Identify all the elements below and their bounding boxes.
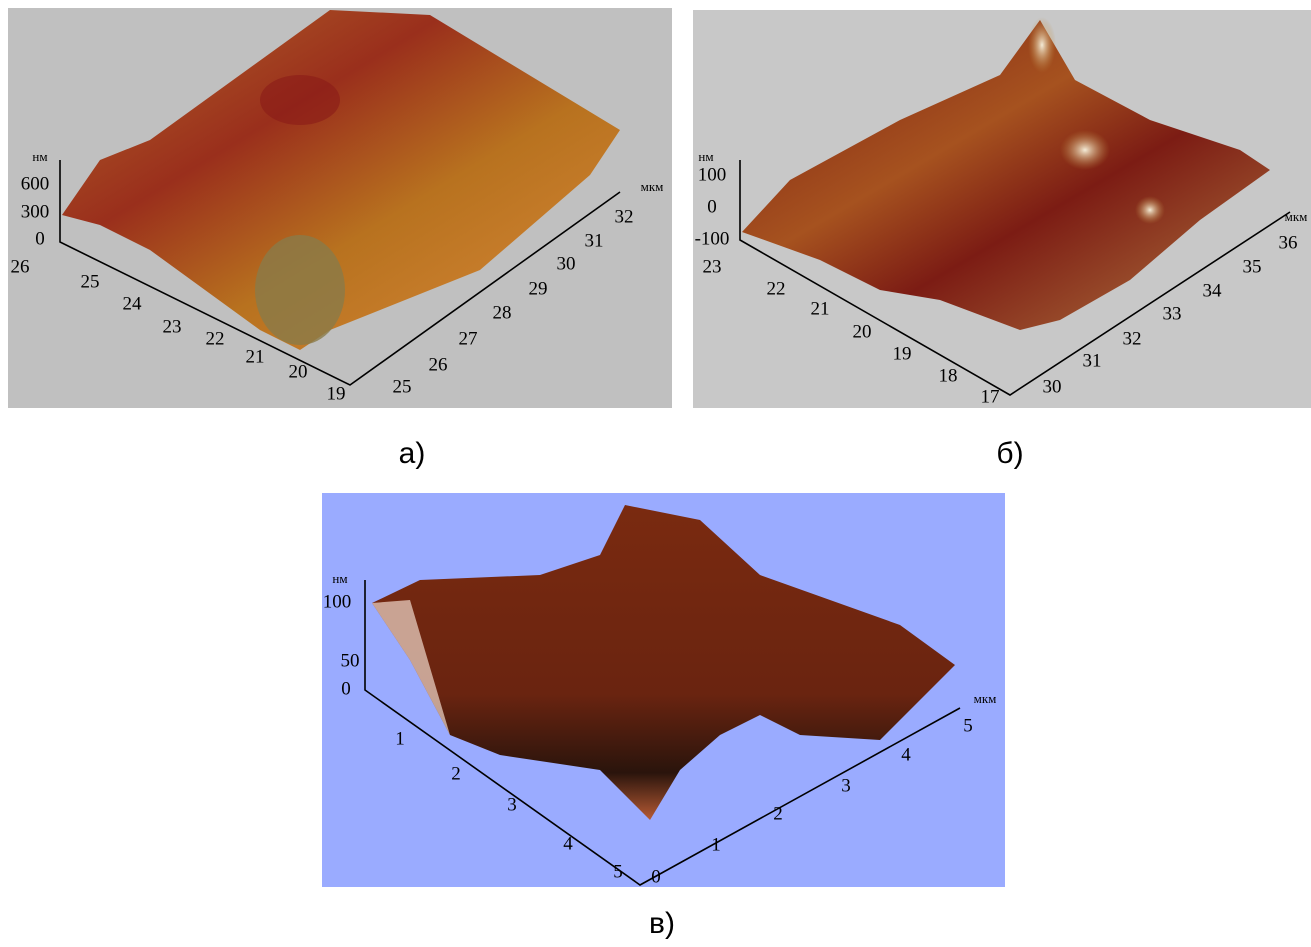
x-tick-label: 22 <box>767 278 786 299</box>
x-tick-label: 23 <box>163 316 182 337</box>
x-tick-label: 2 <box>451 763 461 784</box>
y-tick-label: 4 <box>901 744 911 765</box>
z-tick-label: 100 <box>698 164 727 185</box>
y-tick-label: 27 <box>459 328 478 349</box>
x-tick-label: 17 <box>981 386 1000 407</box>
surface-peak <box>1135 196 1165 224</box>
x-tick-label: 20 <box>289 361 308 382</box>
surface-pit <box>260 75 340 125</box>
surface-peak <box>1060 130 1110 170</box>
y-unit: мкм <box>974 691 997 706</box>
panel-c <box>322 493 1005 887</box>
y-tick-label: 30 <box>1043 376 1062 397</box>
y-tick-label: 0 <box>651 866 661 887</box>
y-tick-label: 29 <box>529 278 548 299</box>
surface-peak <box>1028 17 1056 73</box>
figure: а)нммкм030060026252423222120192526272829… <box>0 0 1311 947</box>
z-tick-label: 50 <box>341 650 360 671</box>
z-tick-label: 0 <box>35 228 45 249</box>
z-unit: нм <box>698 149 713 164</box>
x-tick-label: 26 <box>11 256 30 277</box>
y-tick-label: 32 <box>615 206 634 227</box>
surface-peak <box>255 235 345 345</box>
x-tick-label: 19 <box>893 343 912 364</box>
x-tick-label: 1 <box>395 728 405 749</box>
x-tick-label: 19 <box>327 383 346 404</box>
x-tick-label: 25 <box>81 271 100 292</box>
y-tick-label: 35 <box>1243 256 1262 277</box>
y-tick-label: 5 <box>963 715 973 736</box>
y-tick-label: 1 <box>711 834 721 855</box>
y-unit: мкм <box>1285 209 1308 224</box>
y-tick-label: 33 <box>1163 303 1182 324</box>
x-tick-label: 23 <box>703 256 722 277</box>
y-tick-label: 28 <box>493 302 512 323</box>
panel-a <box>8 8 672 408</box>
y-tick-label: 26 <box>429 354 448 375</box>
x-tick-label: 22 <box>206 328 225 349</box>
y-unit: мкм <box>641 179 664 194</box>
caption: б) <box>996 437 1023 470</box>
z-tick-label: 600 <box>21 173 50 194</box>
z-unit: нм <box>32 149 47 164</box>
x-tick-label: 4 <box>563 833 573 854</box>
y-tick-label: 32 <box>1123 328 1142 349</box>
y-tick-label: 34 <box>1203 280 1223 301</box>
x-tick-label: 3 <box>507 794 517 815</box>
y-tick-label: 31 <box>1083 350 1102 371</box>
z-tick-label: 0 <box>341 678 351 699</box>
caption: в) <box>649 907 675 940</box>
y-tick-label: 3 <box>841 775 851 796</box>
z-tick-label: 0 <box>707 196 717 217</box>
x-tick-label: 5 <box>613 861 623 882</box>
y-tick-label: 25 <box>393 376 412 397</box>
x-tick-label: 20 <box>853 321 872 342</box>
x-tick-label: 21 <box>811 298 830 319</box>
y-tick-label: 30 <box>557 253 576 274</box>
caption: а) <box>399 437 426 470</box>
x-tick-label: 18 <box>939 365 958 386</box>
y-tick-label: 31 <box>585 230 604 251</box>
z-unit: нм <box>332 571 347 586</box>
x-tick-label: 24 <box>123 293 143 314</box>
z-tick-label: -100 <box>695 228 730 249</box>
y-tick-label: 2 <box>773 803 783 824</box>
z-tick-label: 300 <box>21 201 50 222</box>
x-tick-label: 21 <box>246 346 265 367</box>
z-tick-label: 100 <box>323 591 352 612</box>
y-tick-label: 36 <box>1279 232 1298 253</box>
panel-b <box>693 10 1311 408</box>
